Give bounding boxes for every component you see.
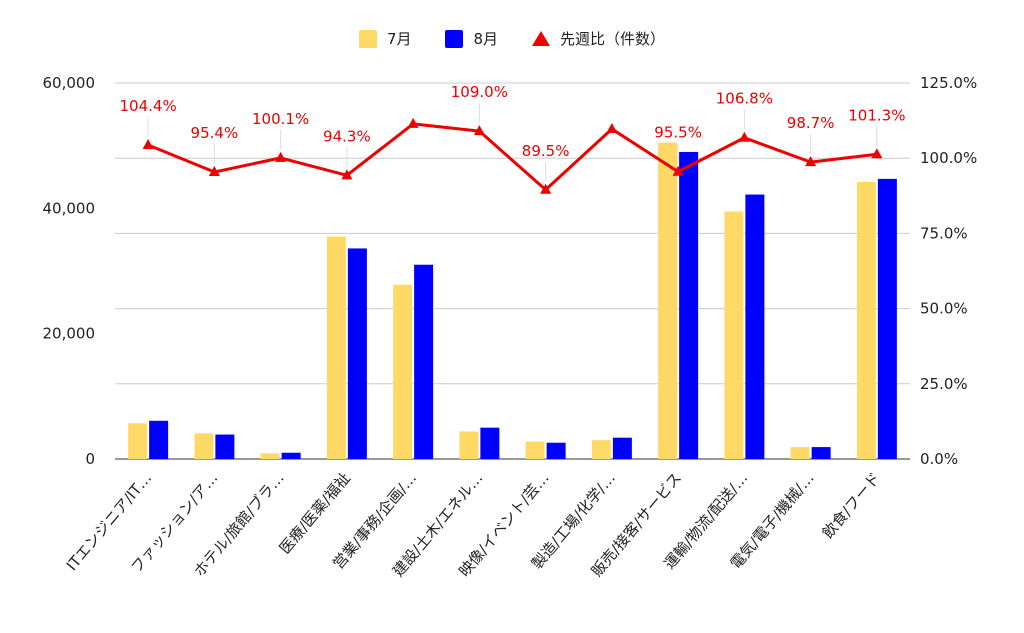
ratio-line — [147, 122, 878, 192]
ratio-data-label: 100.1% — [252, 110, 309, 128]
bar-july — [128, 423, 148, 459]
legend-label-august: 8月 — [473, 30, 499, 48]
bar-july — [393, 284, 413, 459]
bar-july — [724, 211, 744, 459]
bar-august — [612, 437, 632, 459]
bar-august — [546, 442, 566, 459]
ratio-point-marker — [473, 125, 485, 136]
ratio-data-label: 95.5% — [654, 124, 702, 142]
legend-item-july[interactable]: 7月 — [358, 28, 412, 49]
ratio-data-label: 104.4% — [120, 97, 177, 115]
bar-august — [414, 264, 434, 459]
legend-swatch-july — [358, 29, 377, 48]
ratio-point-marker — [805, 156, 817, 167]
y-left-tick-label: 40,000 — [43, 199, 96, 217]
bar-august — [281, 452, 301, 459]
y-right-tick-label: 125.0% — [920, 74, 977, 92]
ratio-data-label: 106.8% — [716, 90, 773, 108]
legend-swatch-august — [445, 29, 464, 48]
ratio-point-marker — [208, 166, 220, 177]
ratio-data-label: 89.5% — [522, 142, 570, 160]
bar-august — [149, 420, 169, 459]
ratio-point-marker — [738, 131, 750, 142]
bar-july — [194, 433, 214, 459]
bar-july — [525, 441, 545, 459]
bar-july — [260, 453, 280, 459]
ratio-data-label: 98.7% — [787, 114, 835, 132]
ratio-point-marker — [275, 151, 287, 162]
bar-july — [856, 182, 876, 459]
ratio-point-marker — [606, 123, 618, 134]
legend-item-ratio[interactable]: 先週比（件数） — [532, 28, 665, 49]
y-left-tick-label: 60,000 — [43, 74, 96, 92]
bar-august — [215, 434, 235, 459]
legend-item-august[interactable]: 8月 — [445, 28, 498, 49]
ratio-point-marker — [407, 117, 419, 128]
bar-july — [459, 431, 479, 459]
ratio-point-marker — [871, 148, 883, 159]
y-left-tick-label: 0 — [85, 450, 95, 468]
bar-august — [480, 427, 500, 459]
y-left-tick-label: 20,000 — [43, 325, 96, 343]
bar-august — [811, 447, 831, 459]
bar-july — [658, 142, 678, 460]
bar-august — [745, 194, 765, 459]
x-tick-label: 飲食/フード — [819, 469, 884, 542]
legend-label-ratio: 先週比（件数） — [560, 30, 666, 48]
ratio-point-marker — [672, 165, 684, 176]
bar-july — [326, 236, 346, 459]
ratio-point-marker — [540, 183, 552, 194]
y-right-tick-label: 100.0% — [920, 149, 977, 167]
ratio-data-label: 101.3% — [848, 106, 905, 124]
bar-august — [679, 151, 699, 459]
y-right-tick-label: 50.0% — [920, 300, 968, 318]
ratio-point-marker — [341, 169, 353, 180]
ratio-data-label: 94.3% — [323, 127, 371, 145]
legend: 7月 8月 先週比（件数） — [0, 28, 1024, 49]
y-right-tick-label: 75.0% — [920, 224, 968, 242]
ratio-data-label: 109.0% — [451, 83, 508, 101]
bar-july — [790, 447, 810, 459]
ratio-data-label: 95.4% — [191, 124, 239, 142]
legend-label-july: 7月 — [386, 30, 412, 48]
ratio-point-marker — [142, 138, 154, 149]
y-right-tick-label: 25.0% — [920, 375, 968, 393]
y-right-tick-label: 0.0% — [920, 450, 958, 468]
bar-july — [591, 440, 611, 459]
bar-august — [347, 248, 367, 459]
legend-triangle-icon — [532, 31, 551, 46]
bar-august — [877, 178, 897, 459]
